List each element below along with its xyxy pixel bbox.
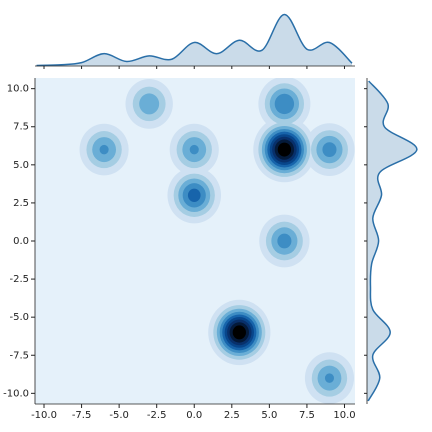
y-tick-label: 5.0 — [13, 160, 29, 171]
contour — [277, 233, 292, 249]
contour — [277, 142, 292, 157]
y-tick-label: 2.5 — [13, 198, 29, 209]
x-tick-label: 10.0 — [333, 410, 355, 421]
y-tick-label: -7.5 — [9, 350, 29, 361]
x-tick-label: 2.5 — [224, 410, 240, 421]
x-tick-label: -5.0 — [109, 410, 129, 421]
contour — [189, 144, 199, 155]
x-tick-label: 7.5 — [299, 410, 315, 421]
marginal-y-line — [367, 80, 418, 402]
contour — [274, 93, 295, 115]
x-tick-label: 5.0 — [261, 410, 277, 421]
x-tick-label: -7.5 — [72, 410, 92, 421]
marginal-x-line — [36, 13, 353, 67]
contour — [99, 144, 109, 155]
contours — [79, 78, 355, 404]
y-tick-label: 7.5 — [13, 122, 29, 133]
contour — [324, 373, 334, 383]
y-tick-label: 0.0 — [13, 236, 29, 247]
contour — [139, 93, 160, 115]
marginal-x-fill — [36, 14, 352, 66]
y-tick-label: -2.5 — [9, 274, 29, 285]
contour — [187, 188, 201, 202]
x-tick-label: -2.5 — [147, 410, 167, 421]
y-tick-label: -5.0 — [9, 312, 29, 323]
contour — [322, 142, 337, 157]
x-tick-label: 0.0 — [186, 410, 202, 421]
marginal-y-fill — [367, 81, 417, 401]
y-tick-label: -10.0 — [3, 388, 29, 399]
y-tick-label: 10.0 — [7, 84, 29, 95]
contour — [232, 325, 246, 340]
x-tick-label: -10.0 — [31, 410, 57, 421]
